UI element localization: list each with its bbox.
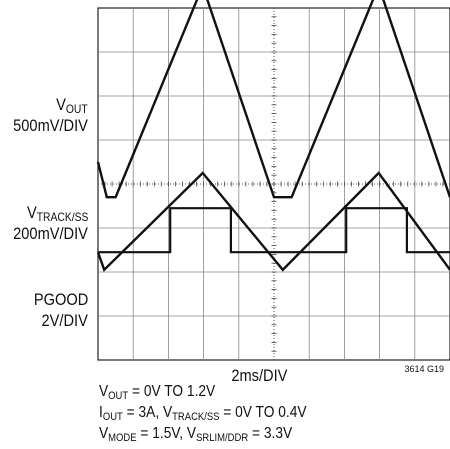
vout-trace bbox=[96, 0, 450, 199]
caption-line-2: IOUT = 3A, VTRACK/SS = 0V TO 0.4V bbox=[99, 404, 307, 423]
caption-line-3: VMODE = 1.5V, VSRLIM/DDR = 3.3V bbox=[99, 425, 293, 444]
vout-label: VOUT bbox=[56, 95, 88, 116]
pgood-trace bbox=[98, 207, 450, 254]
figure-id: 3614 G19 bbox=[404, 364, 444, 374]
vtrack-trace bbox=[96, 171, 450, 272]
pgood-label: PGOOD bbox=[33, 290, 88, 309]
vtrack-scale-label: 200mV/DIV bbox=[13, 224, 88, 243]
caption-line-1: VOUT = 0V TO 1.2V bbox=[99, 383, 216, 402]
vout-scale-label: 500mV/DIV bbox=[13, 116, 88, 135]
pgood-scale-label: 2V/DIV bbox=[41, 311, 88, 330]
x-axis-label: 2ms/DIV bbox=[231, 366, 288, 385]
scope-grid bbox=[97, 7, 450, 361]
vtrack-label: VTRACK/SS bbox=[26, 203, 88, 224]
scope-traces bbox=[96, 0, 450, 272]
